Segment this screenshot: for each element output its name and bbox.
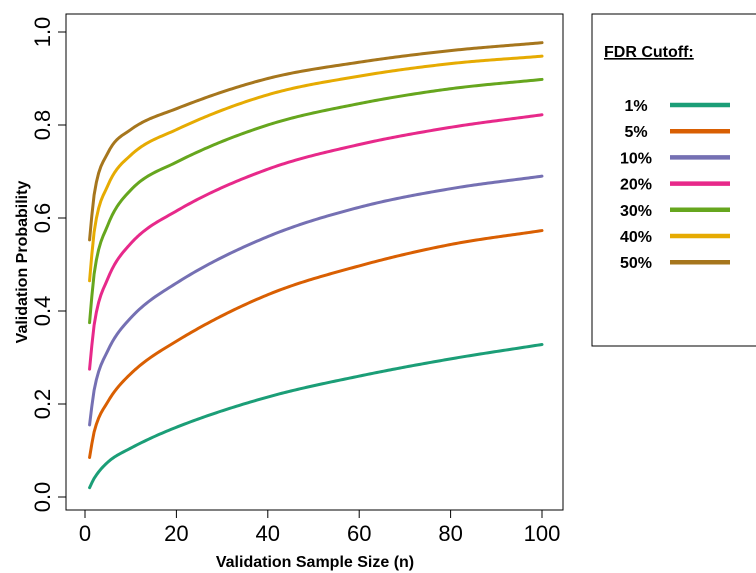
series-line-3 (88, 113, 544, 371)
x-tick-label: 60 (347, 521, 371, 546)
y-tick-label: 0.8 (30, 110, 55, 141)
series-lines (88, 41, 544, 490)
y-tick-label: 1.0 (30, 17, 55, 48)
legend-label: 10% (620, 150, 652, 167)
series-line-5 (88, 54, 544, 283)
series-line-2 (88, 174, 544, 427)
y-tick-label: 0.0 (30, 482, 55, 513)
x-axis: 0 20 40 60 80 100 (79, 509, 561, 546)
x-tick-label: 20 (164, 521, 188, 546)
legend-label: 30% (620, 203, 652, 220)
y-tick-label: 0.2 (30, 389, 55, 420)
series-line-0 (88, 342, 544, 490)
x-tick-label: 100 (524, 521, 561, 546)
x-tick-label: 40 (256, 521, 280, 546)
legend-label: 1% (624, 98, 647, 115)
legend-title: FDR Cutoff: (604, 44, 694, 61)
legend-label: 50% (620, 255, 652, 272)
series-line-1 (88, 229, 544, 459)
y-tick-label: 0.6 (30, 203, 55, 234)
legend-label: 40% (620, 229, 652, 246)
legend-box (591, 13, 756, 347)
legend-items: 1% 5% 10% 20% 30% 40% 50% (620, 98, 730, 272)
plot-frame (65, 13, 564, 511)
series-line-6 (88, 41, 544, 242)
y-axis-title: Validation Probability (14, 181, 31, 344)
y-axis: 0.0 0.2 0.4 0.6 0.8 1.0 (30, 17, 67, 513)
x-axis-title: Validation Sample Size (n) (216, 554, 414, 571)
legend-label: 20% (620, 177, 652, 194)
x-tick-label: 0 (79, 521, 91, 546)
series-line-4 (88, 77, 544, 325)
x-tick-label: 80 (438, 521, 462, 546)
legend-label: 5% (624, 124, 647, 141)
y-tick-label: 0.4 (30, 296, 55, 327)
